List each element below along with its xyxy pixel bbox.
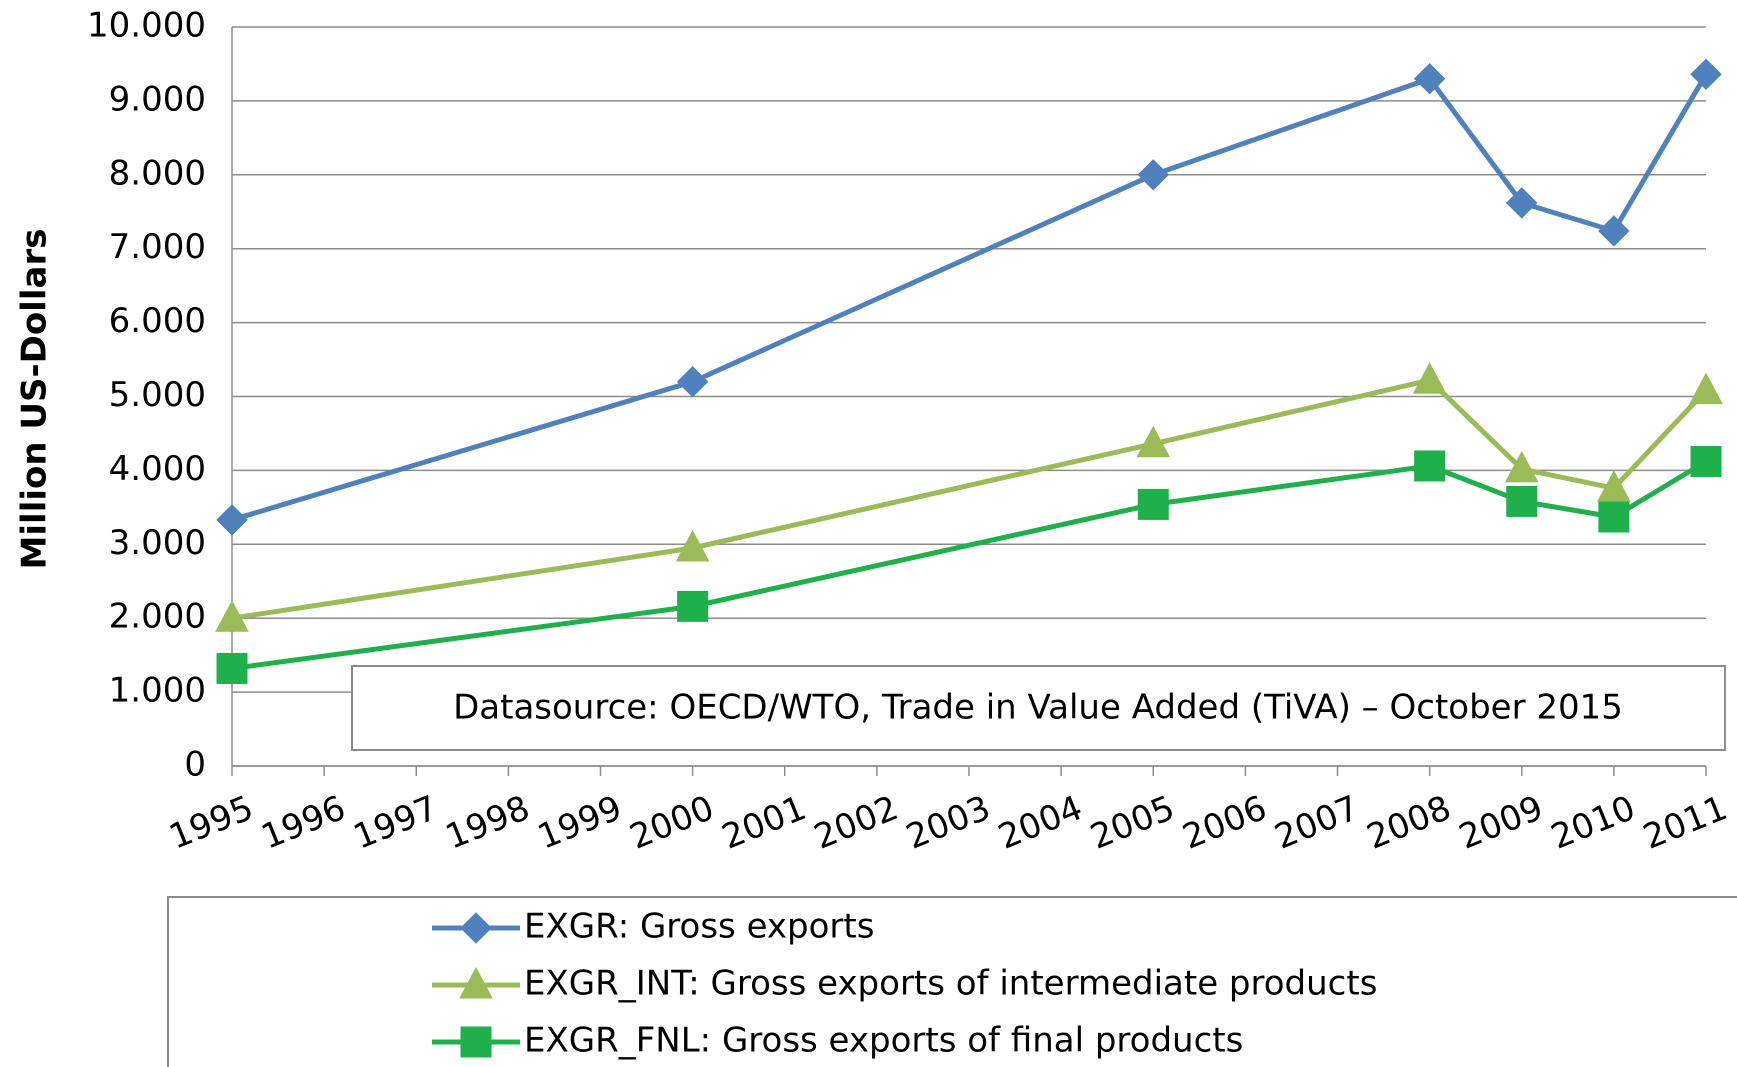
y-tick-label: 3.000	[109, 523, 206, 563]
marker	[677, 590, 709, 622]
x-tick-label: 2007	[1269, 788, 1364, 858]
x-tick-label: 2008	[1361, 788, 1456, 858]
x-tick-label: 1996	[256, 788, 351, 858]
x-tick-label: 2003	[901, 788, 996, 858]
legend-marker	[459, 966, 493, 999]
marker	[1690, 58, 1722, 91]
annotation-box	[351, 665, 1726, 751]
y-tick-label: 8.000	[109, 153, 206, 193]
x-tick-label: 2010	[1546, 788, 1641, 858]
legend-marker	[460, 912, 492, 944]
y-tick-label: 0	[184, 745, 206, 785]
y-tick-label: 5.000	[109, 375, 206, 415]
x-tick-label: 2011	[1638, 788, 1733, 858]
marker	[1412, 362, 1447, 394]
marker	[1689, 372, 1723, 405]
x-tick-label: 1995	[164, 788, 259, 858]
y-axis-label: Million US-Dollars	[15, 229, 55, 570]
marker	[1506, 187, 1538, 219]
marker	[1136, 425, 1171, 458]
x-tick-label: 1999	[532, 788, 627, 858]
marker	[216, 652, 248, 684]
marker	[1598, 215, 1630, 247]
x-tick-label: 1998	[440, 788, 535, 858]
legend-label: EXGR: Gross exports	[524, 907, 874, 947]
x-tick-label: 2005	[1085, 788, 1180, 858]
y-tick-label: 1.000	[109, 671, 206, 711]
legend-label: EXGR_INT: Gross exports of intermediate …	[524, 964, 1377, 1004]
annotation: Datasource: OECD/WTO, Trade in Value Add…	[453, 688, 1623, 728]
marker	[1504, 450, 1539, 483]
x-tick-label: 2001	[716, 788, 811, 858]
x-tick-label: 2004	[993, 788, 1088, 858]
marker	[215, 600, 249, 632]
y-tick-label: 7.000	[109, 227, 206, 267]
x-tick-label: 1997	[348, 788, 443, 858]
y-tick-label: 2.000	[109, 597, 206, 637]
series-line	[231, 73, 1709, 523]
marker	[1413, 63, 1446, 95]
x-tick-label: 2000	[624, 788, 719, 858]
x-tick-label: 2006	[1177, 788, 1272, 858]
marker	[1137, 159, 1169, 191]
marker	[1506, 485, 1538, 517]
legend-marker	[460, 1026, 492, 1058]
marker	[216, 504, 248, 536]
y-tick-label: 10.000	[87, 6, 206, 46]
x-tick-label: 2009	[1453, 788, 1548, 858]
marker	[676, 366, 709, 398]
series-line	[231, 377, 1708, 621]
marker	[1137, 488, 1169, 520]
marker	[1597, 470, 1631, 502]
marker	[675, 529, 710, 562]
legend-box	[167, 896, 1737, 1067]
y-tick-label: 4.000	[109, 449, 206, 489]
x-tick-label: 2002	[809, 788, 904, 858]
y-tick-label: 9.000	[109, 79, 206, 119]
marker	[1690, 446, 1722, 478]
legend-label: EXGR_FNL: Gross exports of final product…	[524, 1021, 1243, 1061]
y-tick-label: 6.000	[109, 301, 206, 341]
series-line	[231, 459, 1708, 671]
marker	[1414, 450, 1446, 482]
marker	[1598, 501, 1630, 533]
